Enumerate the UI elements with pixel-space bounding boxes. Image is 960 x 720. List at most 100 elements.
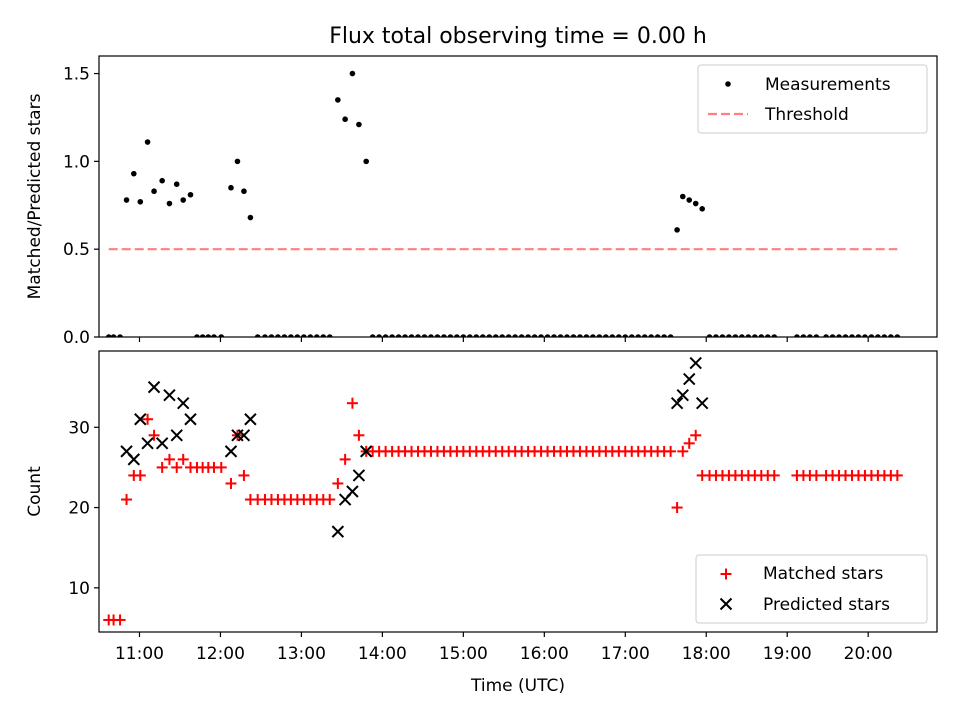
y-tick-label: 10 [68,579,90,599]
matched-star-point [339,453,351,465]
cross-b [170,429,183,442]
flux-ratio-panel: 0.0 0.5 1.0 1.5 Matched/Predicted stars Measu… [25,55,938,348]
measurement-point [836,334,842,337]
y-tick-label: 30 [68,418,90,438]
x-tick-label: 20:00 [844,644,893,664]
measurement-point [421,334,428,337]
y-tick-label: 0.0 [63,328,90,348]
cross-b [155,437,169,450]
legend-threshold-label: Threshold [764,105,849,125]
x-tick-label: 13:00 [277,644,326,664]
measurement-point [764,334,771,337]
measurement-point [745,334,752,337]
measurement-point [875,334,881,337]
measurement-point [813,334,820,337]
cross-b [184,413,197,426]
y-axis-label: Count [25,466,45,517]
measurement-point [342,116,348,123]
matched-star-point [891,469,903,481]
measurement-point [888,334,894,337]
cross-b [719,597,733,611]
cross-b [163,388,176,402]
x-tick-label: 16:00 [520,644,569,664]
x-tick-label: 11:00 [115,644,164,664]
measurement-point [564,334,570,337]
measurement-point [356,121,362,128]
measurement-point [739,334,745,337]
measurement-point [635,334,642,337]
measurement-point [771,334,778,337]
predicted-star-point [689,356,702,370]
measurement-point [609,334,616,337]
measurement-point [205,334,212,337]
matched-star-point [665,445,677,457]
measurement-point [706,334,713,337]
measurement-point [110,334,117,337]
legend-matched-label: Matched stars [763,564,883,584]
measurement-point [492,334,499,337]
cross-b [224,445,238,458]
measurement-point [447,334,454,337]
measurement-point [211,334,217,337]
matched-star-point [142,413,154,425]
predicted-star-point [155,437,169,450]
measurement-point [758,334,765,337]
matched-star-point [810,469,822,481]
measurement-point [486,334,493,337]
measurement-point [275,334,281,337]
measurement-point [228,184,234,191]
legend-box [695,554,928,624]
y-tick-label: 0.5 [63,240,90,260]
x-tick-label: 14:00 [358,644,407,664]
plot-area [105,70,901,337]
predicted-star-point [359,445,373,458]
measurement-point [428,334,434,337]
measurement-point [159,177,165,184]
measurement-point [577,334,583,337]
measurement-point [301,334,307,337]
measurement-point [262,334,268,337]
predicted-star-point [352,469,366,482]
legend-predicted-label: Predicted stars [763,595,890,615]
measurement-point [531,334,538,337]
measurement-point [131,170,137,177]
measurement-point [241,188,247,195]
measurement-point [505,334,512,337]
matched-star-point [148,429,160,441]
measurement-point [313,334,320,337]
measurement-point [692,200,699,207]
cross-b [359,445,373,458]
measurement-point [849,334,855,337]
y-tick-label: 1.5 [63,65,90,85]
predicted-star-point [141,437,154,450]
measurement-point [254,334,261,337]
cross-b [134,413,147,426]
measurement-point [807,334,813,337]
measurement-point [590,334,596,337]
measurement-point [123,197,130,203]
y-tick-label: 20 [68,499,90,519]
measurement-point [667,334,674,337]
measurement-point [699,205,705,212]
measurement-point [395,334,402,337]
predicted-star-point [184,413,197,426]
matched-star-point [683,437,695,449]
measurement-point [603,334,609,337]
matched-star-point [768,469,780,481]
cross-b [176,396,190,410]
measurement-point [823,334,829,337]
measurement-point [415,334,421,337]
measurement-point [454,334,460,337]
matched-star-point [215,461,227,473]
measurement-point [868,334,875,337]
predicted-star-point [670,396,684,410]
measurement-point [499,334,506,337]
matched-star-point [134,469,146,481]
measurement-point [583,334,590,337]
measurement-point [434,334,441,337]
cross-b [695,396,709,410]
measurement-point [654,334,661,337]
x-tick-label: 17:00 [601,644,650,664]
cross-b [346,485,359,498]
measurement-point [829,334,836,337]
